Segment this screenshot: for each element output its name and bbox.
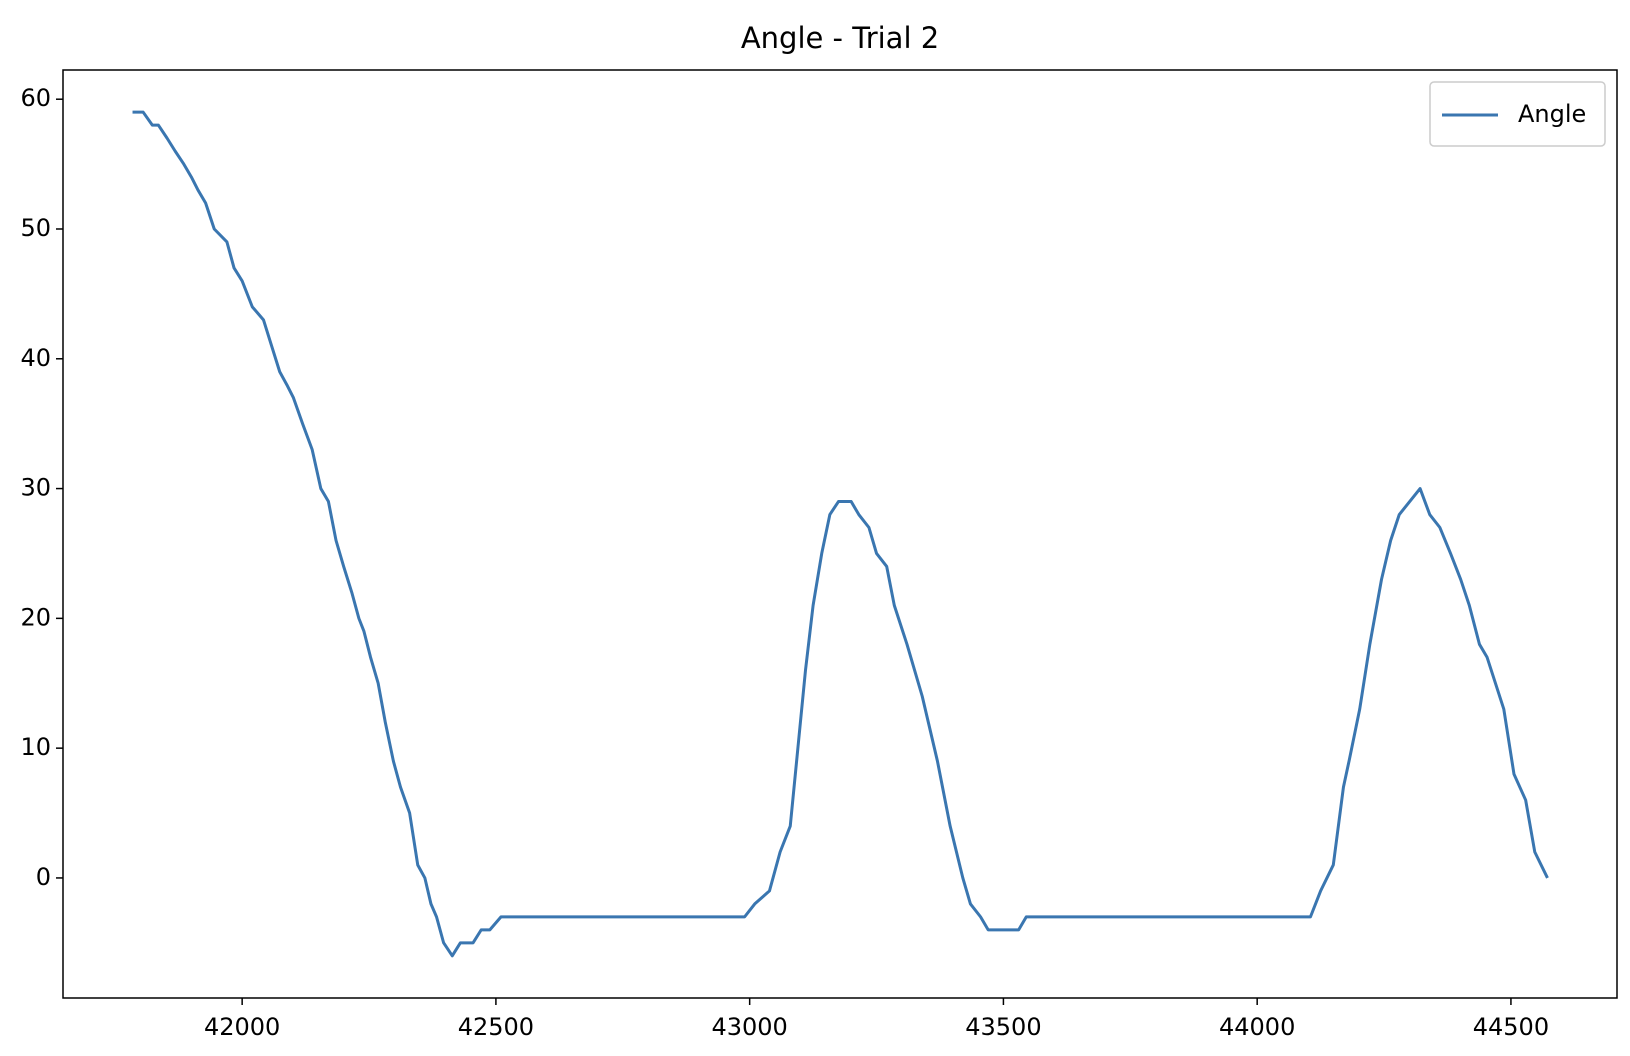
x-tick-label: 43500 bbox=[965, 1013, 1041, 1041]
legend-label: Angle bbox=[1518, 100, 1586, 128]
y-tick-label: 10 bbox=[20, 733, 51, 761]
plot-frame bbox=[62, 69, 1618, 999]
x-tick-label: 42500 bbox=[458, 1013, 534, 1041]
data-line bbox=[132, 110, 1549, 958]
legend-box bbox=[1429, 81, 1606, 147]
x-tick-label: 42000 bbox=[204, 1013, 280, 1041]
y-tick-label: 20 bbox=[20, 603, 51, 631]
x-tick-label: 44000 bbox=[1219, 1013, 1295, 1041]
legend: Angle bbox=[1429, 81, 1606, 147]
y-tick-label: 40 bbox=[20, 344, 51, 372]
chart-title: Angle - Trial 2 bbox=[741, 21, 939, 55]
y-tick-label: 50 bbox=[20, 214, 51, 242]
y-tick-label: 60 bbox=[20, 84, 51, 112]
x-tick-label: 43000 bbox=[711, 1013, 787, 1041]
x-tick-label: 44500 bbox=[1473, 1013, 1549, 1041]
y-tick-label: 0 bbox=[36, 863, 51, 891]
y-tick-label: 30 bbox=[20, 474, 51, 502]
